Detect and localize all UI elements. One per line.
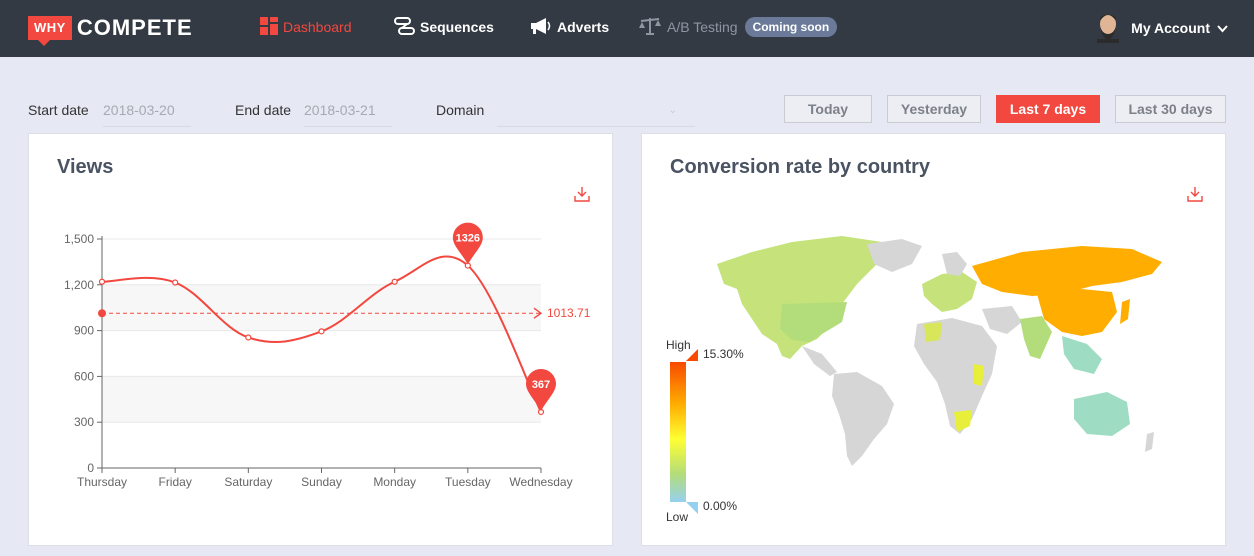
range-last30-button[interactable]: Last 30 days	[1115, 95, 1226, 123]
legend-min-value: 0.00%	[703, 499, 737, 513]
sequences-icon	[394, 16, 415, 38]
max-value-label: 1326	[456, 233, 480, 245]
x-tick-label: Wednesday	[509, 475, 572, 489]
region-china[interactable]	[1037, 289, 1117, 336]
nav-ab-testing[interactable]: A/B Testing Coming soon	[638, 16, 838, 39]
region-usa[interactable]	[780, 302, 847, 342]
start-date-input[interactable]: 2018-03-20	[103, 102, 191, 127]
logo-compete: COMPETE	[76, 15, 193, 40]
data-point	[98, 278, 106, 285]
start-date-label: Start date	[28, 102, 89, 118]
region-south-america[interactable]	[832, 372, 894, 466]
nav-adverts-label: Adverts	[557, 19, 610, 35]
nav-adverts[interactable]: Adverts	[530, 16, 609, 38]
range-today-button[interactable]: Today	[784, 95, 872, 123]
coming-soon-badge: Coming soon	[744, 17, 838, 37]
chevron-down-icon	[1217, 20, 1228, 36]
region-central-america[interactable]	[802, 346, 837, 376]
y-tick-label: 900	[74, 324, 94, 338]
data-point	[318, 328, 325, 335]
download-icon[interactable]	[574, 186, 590, 202]
domain-label: Domain	[436, 102, 485, 118]
account-label: My Account	[1131, 20, 1210, 36]
world-map: High 15.30% 0.00% Low	[666, 236, 1162, 524]
region-west-africa[interactable]	[924, 322, 942, 342]
legend-low-handle[interactable]	[686, 502, 698, 514]
average-arrow	[533, 307, 543, 319]
region-southeast-asia[interactable]	[1062, 336, 1102, 374]
region-greenland[interactable]	[867, 239, 922, 272]
megaphone-icon	[530, 17, 552, 38]
nav-dashboard-label: Dashboard	[283, 19, 352, 35]
views-title: Views	[57, 156, 114, 178]
nav-sequences-label: Sequences	[420, 19, 494, 35]
nav-sequences[interactable]: Sequences	[394, 16, 494, 38]
region-middle-east[interactable]	[982, 306, 1022, 334]
filter-bar: Start date 2018-03-20 End date 2018-03-2…	[0, 94, 1254, 127]
y-tick-label: 0	[87, 461, 94, 475]
min-value-marker	[526, 368, 556, 411]
region-south-africa[interactable]	[954, 410, 972, 432]
legend-gradient-bar	[670, 362, 686, 502]
average-label: 1013.71	[547, 306, 591, 320]
conversion-title: Conversion rate by country	[670, 156, 931, 178]
region-europe[interactable]	[922, 272, 977, 312]
domain-select[interactable]: ⌄	[497, 102, 695, 127]
end-date-input[interactable]: 2018-03-21	[304, 102, 392, 127]
region-east-africa[interactable]	[974, 364, 984, 386]
end-date-label: End date	[235, 102, 292, 118]
y-tick-label: 1,500	[64, 232, 94, 246]
x-tick-label: Monday	[373, 475, 416, 489]
grid-band	[102, 376, 541, 423]
x-tick-label: Tuesday	[445, 475, 491, 489]
logo-why: WHY	[28, 16, 72, 46]
region-india[interactable]	[1020, 316, 1052, 359]
logo[interactable]: WHY COMPETE	[28, 15, 193, 46]
region-japan[interactable]	[1120, 299, 1130, 324]
avatar	[1097, 13, 1120, 43]
average-line-start	[98, 309, 106, 318]
range-last7-button[interactable]: Last 7 days	[996, 95, 1100, 123]
y-tick-label: 1,200	[64, 278, 94, 292]
y-tick-label: 300	[74, 415, 94, 429]
account-menu[interactable]: My Account	[1097, 13, 1228, 43]
region-russia[interactable]	[972, 246, 1162, 296]
x-tick-label: Saturday	[224, 475, 272, 489]
download-icon[interactable]	[1187, 186, 1203, 202]
nav-dashboard[interactable]: Dashboard	[260, 16, 352, 38]
max-value-marker	[452, 222, 483, 265]
dashboard-icon	[260, 16, 278, 38]
region-africa[interactable]	[914, 318, 997, 434]
legend-low-label: Low	[666, 510, 688, 524]
views-card: Views 0 300 600 900 1,200 1,500 Thursday Friday…	[28, 133, 613, 546]
conversion-card: Conversion rate by country	[641, 133, 1226, 546]
region-north-america[interactable]	[717, 236, 892, 359]
region-australia[interactable]	[1074, 392, 1130, 436]
region-scandinavia[interactable]	[942, 252, 967, 276]
chevron-down-icon: ⌄	[668, 105, 677, 116]
x-tick-label: Sunday	[301, 475, 342, 489]
region-new-zealand[interactable]	[1145, 432, 1154, 452]
data-point	[172, 279, 179, 286]
data-point	[245, 334, 252, 341]
y-tick-label: 600	[74, 369, 94, 383]
legend-max-value: 15.30%	[703, 347, 744, 361]
views-chart: 0 300 600 900 1,200 1,500 Thursday Friday Saturd…	[64, 222, 591, 489]
nav-ab-testing-label: A/B Testing	[667, 19, 738, 35]
legend-high-label: High	[666, 338, 691, 352]
range-yesterday-button[interactable]: Yesterday	[887, 95, 981, 123]
legend-high-handle[interactable]	[686, 349, 698, 361]
min-value-label: 367	[532, 379, 550, 391]
x-tick-label: Thursday	[77, 475, 127, 489]
x-tick-label: Friday	[158, 475, 191, 489]
grid-band	[102, 284, 541, 331]
top-navbar: WHY COMPETE Dashboard Sequences Adverts …	[0, 0, 1254, 57]
balance-scale-icon	[638, 16, 662, 39]
data-point	[391, 278, 398, 285]
